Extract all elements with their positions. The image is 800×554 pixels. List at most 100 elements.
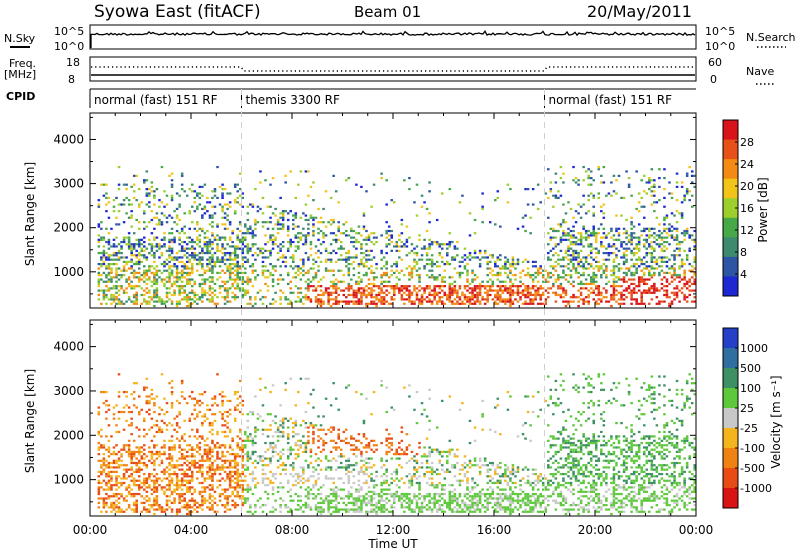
power-cell xyxy=(650,185,654,188)
power-cell xyxy=(653,227,656,230)
power-cell xyxy=(178,285,181,288)
power-cell xyxy=(653,201,656,204)
power-cell xyxy=(443,280,447,283)
power-cell xyxy=(155,293,159,297)
power-cell xyxy=(483,251,487,255)
power-cell xyxy=(261,196,265,200)
velocity-cell xyxy=(241,488,245,491)
velocity-cell xyxy=(238,379,242,383)
power-cell xyxy=(322,236,325,239)
power-cell xyxy=(602,258,606,261)
power-cell xyxy=(615,285,618,288)
power-cell xyxy=(281,225,285,228)
power-cell xyxy=(218,236,222,239)
power-cell xyxy=(612,251,616,255)
power-cell xyxy=(355,232,358,235)
velocity-cell xyxy=(175,508,179,511)
power-cell xyxy=(496,302,500,305)
power-cell xyxy=(448,240,452,244)
power-cell xyxy=(595,300,598,303)
power-cell xyxy=(630,278,633,281)
power-cell xyxy=(236,183,239,186)
power-cell xyxy=(693,256,696,259)
velocity-cell xyxy=(223,497,227,500)
velocity-cell xyxy=(170,479,174,482)
power-cell xyxy=(481,207,484,211)
power-cell xyxy=(448,300,452,303)
power-cell xyxy=(612,258,616,261)
power-cell xyxy=(158,218,161,222)
power-cell xyxy=(100,263,103,266)
power-cell xyxy=(357,302,361,305)
power-cell xyxy=(254,276,257,279)
power-cell xyxy=(370,291,373,294)
power-cell xyxy=(600,243,603,246)
power-cell xyxy=(370,265,373,268)
power-cell xyxy=(557,285,560,288)
power-cell xyxy=(345,229,348,233)
power-cell xyxy=(276,258,280,261)
velocity-cell xyxy=(211,466,214,469)
power-cell xyxy=(433,296,436,299)
velocity-cell xyxy=(201,504,204,507)
power-cell xyxy=(203,291,207,294)
velocity-cell xyxy=(125,477,128,480)
power-cell xyxy=(238,221,242,224)
power-cell xyxy=(155,188,159,191)
power-cell xyxy=(168,256,171,259)
power-cell xyxy=(143,289,146,292)
power-cell xyxy=(688,278,691,281)
power-cell xyxy=(693,271,696,275)
power-cell xyxy=(622,276,626,279)
power-cell xyxy=(145,179,149,182)
freq-tick-bottom: 8 xyxy=(68,73,75,86)
velocity-cell xyxy=(135,501,138,505)
power-cell xyxy=(660,249,664,252)
power-cell xyxy=(170,300,174,303)
power-cell xyxy=(440,260,444,263)
velocity-cell xyxy=(233,501,237,505)
power-cell xyxy=(223,296,227,299)
power-cell xyxy=(620,296,623,299)
velocity-cell xyxy=(223,459,227,462)
power-cell xyxy=(213,236,217,239)
velocity-cell xyxy=(155,450,159,454)
power-cell xyxy=(380,274,383,277)
power-cell xyxy=(673,214,676,217)
power-cell xyxy=(130,247,133,250)
velocity-cell xyxy=(143,435,146,438)
power-cell xyxy=(226,214,229,217)
power-cell xyxy=(516,260,520,263)
velocity-cell xyxy=(201,437,204,440)
velocity-cell xyxy=(223,466,227,469)
power-cell xyxy=(135,199,138,202)
power-cell xyxy=(312,199,315,202)
power-cell xyxy=(559,194,563,197)
power-cell xyxy=(655,289,659,292)
power-cell xyxy=(683,229,686,233)
power-cell xyxy=(400,240,404,244)
power-cell xyxy=(395,282,399,286)
power-cell xyxy=(564,221,568,224)
power-cell xyxy=(559,282,563,286)
velocity-cell xyxy=(223,395,227,398)
power-cell xyxy=(110,271,113,275)
power-cell xyxy=(408,265,411,268)
power-cell xyxy=(466,296,469,299)
power-cell xyxy=(249,203,252,206)
power-cell xyxy=(132,293,136,297)
power-cell xyxy=(228,265,232,268)
power-cell xyxy=(102,236,106,239)
power-cell xyxy=(587,236,590,239)
power-cell xyxy=(130,254,133,257)
power-cell xyxy=(607,243,611,246)
power-cell xyxy=(632,278,636,281)
power-cell xyxy=(640,258,643,261)
power-cell xyxy=(683,194,686,197)
power-cell xyxy=(115,216,118,219)
power-cell xyxy=(605,234,608,237)
power-cell xyxy=(448,293,452,297)
power-cell xyxy=(352,293,356,297)
power-cell xyxy=(297,274,300,277)
power-cell xyxy=(206,229,209,233)
